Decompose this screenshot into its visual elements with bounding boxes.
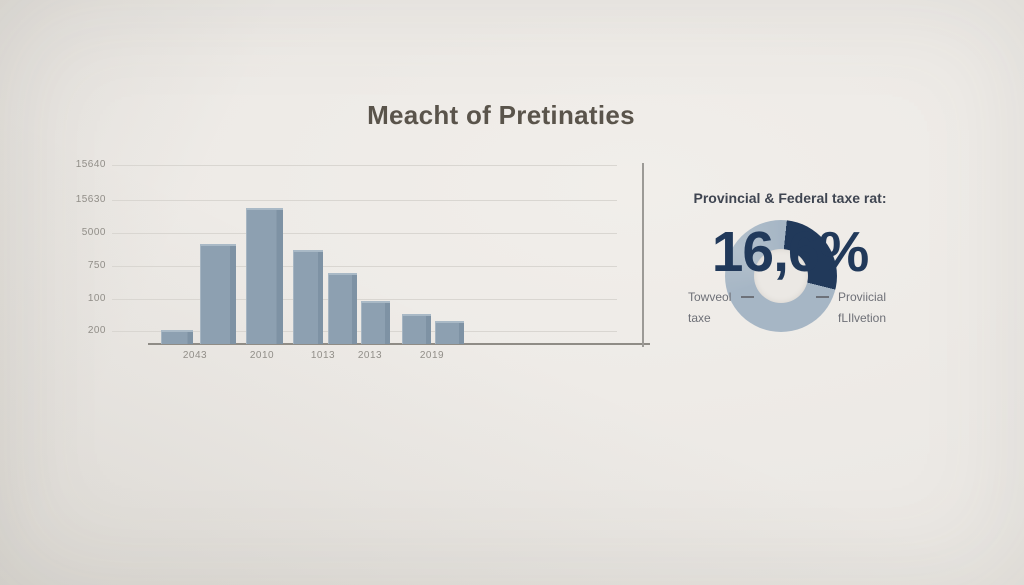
- bar: [328, 273, 357, 344]
- bar: [161, 330, 193, 344]
- x-axis-label: 2043: [182, 350, 208, 361]
- legend-label-line: fLIlvetion: [838, 311, 887, 325]
- x-axis-label: 2013: [357, 350, 383, 361]
- bar: [435, 321, 464, 344]
- gridline: [112, 165, 617, 166]
- legend-label-right: Proviicial fLIlvetion: [838, 287, 886, 329]
- x-axis-label: 2019: [419, 350, 445, 361]
- x-axis-line: [148, 343, 650, 345]
- donut-chart: [725, 220, 837, 332]
- bar: [246, 208, 283, 344]
- bar: [402, 314, 431, 344]
- y-axis-label: 200: [87, 325, 106, 336]
- legend-label-left: Towveol taxe: [688, 287, 731, 329]
- gridline: [112, 233, 617, 234]
- y-axis-label: 5000: [81, 227, 106, 238]
- bar: [361, 301, 390, 344]
- kpi-value: 16,6%: [711, 220, 870, 284]
- kpi-title: Provincial & Federal taxe rat:: [693, 190, 887, 206]
- legend-label-line: Towveol: [688, 290, 732, 304]
- page-title: Meacht of Pretinaties: [367, 100, 635, 130]
- y-axis-label: 15640: [75, 159, 106, 170]
- legend-label-line: Proviicial: [838, 290, 887, 304]
- bar: [200, 244, 236, 344]
- bar: [293, 250, 323, 344]
- x-axis-label: 1013: [310, 350, 336, 361]
- gridline: [112, 266, 617, 267]
- y-axis-label: 750: [87, 260, 106, 271]
- divider-line: [642, 163, 644, 347]
- connector-line: [741, 296, 754, 298]
- gridline: [112, 200, 617, 201]
- gridline: [112, 299, 617, 300]
- y-axis-label: 100: [87, 293, 106, 304]
- legend-label-line: taxe: [688, 311, 711, 325]
- connector-line: [816, 296, 829, 298]
- y-axis-label: 15630: [75, 194, 106, 205]
- x-axis-label: 2010: [249, 350, 275, 361]
